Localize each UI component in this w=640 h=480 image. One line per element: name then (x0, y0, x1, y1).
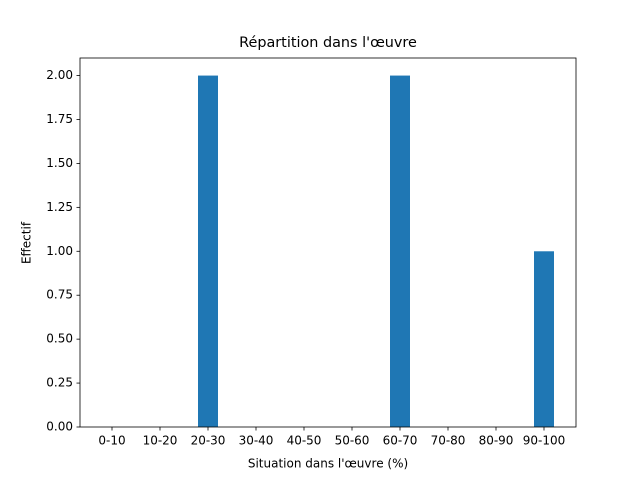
plot-frame (79, 57, 577, 428)
x-axis-label: Situation dans l'œuvre (%) (248, 457, 408, 471)
y-tick-label: 1.25 (46, 200, 73, 214)
bar (534, 251, 554, 427)
x-tick-label: 50-60 (335, 434, 370, 448)
x-tick-label: 90-100 (523, 434, 566, 448)
bar (198, 75, 218, 428)
x-tick-label: 0-10 (98, 434, 125, 448)
y-tick-label: 2.00 (46, 68, 73, 82)
bar (390, 75, 410, 428)
chart-title: Répartition dans l'œuvre (239, 35, 417, 51)
y-tick-label: 0.50 (46, 332, 73, 346)
x-tick-label: 60-70 (383, 434, 418, 448)
y-tick-label: 1.50 (46, 156, 73, 170)
y-tick-label: 0.25 (46, 376, 73, 390)
x-tick-label: 30-40 (239, 434, 274, 448)
y-tick-label: 1.75 (46, 112, 73, 126)
x-tick-label: 80-90 (479, 434, 514, 448)
y-tick-label: 0.75 (46, 288, 73, 302)
y-axis-label: Effectif (20, 221, 34, 264)
y-tick-label: 0.00 (46, 420, 73, 434)
x-tick-label: 70-80 (431, 434, 466, 448)
x-tick-label: 10-20 (143, 434, 178, 448)
x-tick-label: 40-50 (287, 434, 322, 448)
x-tick-label: 20-30 (191, 434, 226, 448)
y-tick-label: 1.00 (46, 244, 73, 258)
